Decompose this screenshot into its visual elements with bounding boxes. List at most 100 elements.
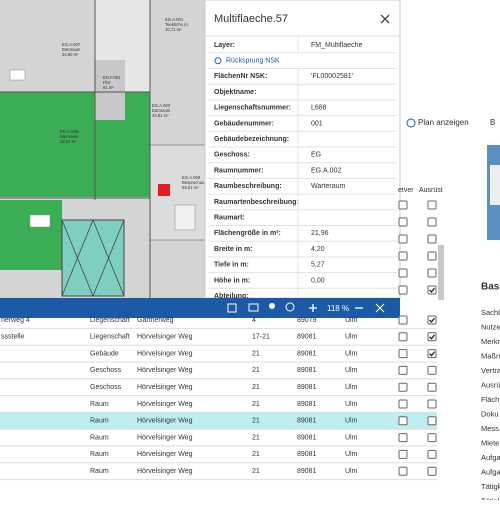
cell: 89081	[297, 367, 317, 374]
cell: Ulm	[345, 434, 358, 441]
cell: Ulm	[345, 384, 358, 391]
side-item[interactable]: Aufga	[481, 453, 500, 462]
side-item[interactable]: Maßn	[481, 351, 500, 360]
side-item[interactable]: Tätigk	[481, 496, 500, 505]
checkbox[interactable]	[398, 416, 408, 426]
side-item[interactable]: Merkm	[481, 337, 500, 346]
cell: 89081	[297, 350, 317, 357]
property-label: Raumnummer:	[214, 167, 263, 174]
checkbox[interactable]	[398, 234, 408, 244]
fullscreen[interactable]	[375, 303, 385, 313]
checkmark	[429, 351, 436, 357]
checkbox[interactable]	[427, 200, 437, 210]
checkbox[interactable]	[427, 365, 437, 375]
checkbox[interactable]	[398, 382, 408, 392]
checkbox[interactable]	[427, 449, 437, 459]
checkbox[interactable]	[427, 285, 437, 295]
search-button[interactable]	[285, 302, 295, 312]
side-item[interactable]: Tätigk	[481, 482, 500, 491]
cell: Raum	[90, 401, 109, 408]
cell: ssstelle	[1, 334, 24, 341]
checkbox[interactable]	[398, 285, 408, 295]
checkbox[interactable]	[427, 416, 437, 426]
side-item[interactable]: Sachb	[481, 308, 500, 317]
checkbox[interactable]	[398, 217, 408, 227]
property-label: Raumartenbeschreibung:	[214, 199, 299, 206]
side-item[interactable]: Fläch	[481, 395, 499, 404]
checkbox[interactable]	[398, 433, 408, 443]
cell: Hörvelsinger Weg	[137, 401, 193, 408]
checkbox[interactable]	[398, 315, 408, 325]
checkbox[interactable]	[427, 217, 437, 227]
property-label: Breite in m:	[214, 246, 253, 253]
checkbox[interactable]	[427, 234, 437, 244]
side-item[interactable]: Vertra	[481, 366, 500, 375]
checkbox[interactable]	[427, 251, 437, 261]
property-value: 5,27	[311, 262, 325, 269]
room-label: EG.A.006	[182, 175, 201, 180]
room-label: Büroraum	[60, 134, 79, 139]
layers-button[interactable]	[227, 303, 237, 313]
checkbox[interactable]	[398, 349, 408, 359]
checkbox[interactable]	[427, 382, 437, 392]
close-button[interactable]	[380, 14, 390, 24]
property-label: Gebäudebezeichnung:	[214, 136, 289, 143]
cell: 21	[252, 401, 260, 408]
checkbox[interactable]	[427, 315, 437, 325]
checkbox[interactable]	[427, 399, 437, 409]
property-value: 4,20	[311, 246, 325, 253]
cell: 89081	[297, 384, 317, 391]
zoom-level: 118 %	[327, 304, 349, 313]
side-item[interactable]: Doku	[481, 409, 499, 418]
user-button[interactable]	[269, 303, 275, 309]
checkmark	[429, 334, 436, 340]
plan-icon	[406, 118, 416, 128]
checkbox[interactable]	[427, 466, 437, 476]
property-label: Gebäudenummer:	[214, 120, 274, 127]
column-header: Ausrüst	[419, 187, 443, 194]
side-item[interactable]: Mess	[481, 424, 499, 433]
checkbox[interactable]	[398, 268, 408, 278]
cell: Hörvelsinger Weg	[137, 334, 193, 341]
checkbox[interactable]	[427, 332, 437, 342]
checkbox[interactable]	[427, 433, 437, 443]
cell: Raum	[90, 451, 109, 458]
checkbox[interactable]	[398, 399, 408, 409]
plan-button[interactable]: Plan anzeigen	[418, 118, 469, 127]
cell: 17-21	[252, 334, 270, 341]
cell: 21	[252, 434, 260, 441]
side-item[interactable]: Aufga	[481, 467, 500, 476]
checkbox[interactable]	[398, 200, 408, 210]
side-item[interactable]: Nutze	[481, 322, 500, 331]
checkbox[interactable]	[427, 268, 437, 278]
cell: Gebäude	[90, 350, 119, 357]
checkbox[interactable]	[398, 449, 408, 459]
checkbox[interactable]	[398, 332, 408, 342]
room-label: 34,91 m²	[152, 113, 169, 118]
cell: 21	[252, 384, 260, 391]
column-header: etver	[398, 187, 414, 194]
property-value: EG.A.002	[311, 167, 341, 174]
print-button[interactable]	[248, 303, 259, 312]
side-item[interactable]: Ausrü	[481, 380, 500, 389]
room-label: EG.A.001	[165, 17, 184, 22]
room-label: Besprechungsraum	[182, 180, 219, 185]
property-label: Raumbeschreibung:	[214, 183, 282, 190]
property-value: 'FL00002581'	[311, 73, 353, 80]
cell: Ulm	[345, 418, 358, 425]
checkbox[interactable]	[398, 251, 408, 261]
property-label: Objektname:	[214, 89, 256, 96]
cell: 89081	[297, 418, 317, 425]
zoom-in[interactable]	[309, 304, 317, 312]
property-value: Warteraum	[311, 183, 346, 190]
side-item[interactable]: Miete	[481, 438, 499, 447]
button-2[interactable]: B	[490, 118, 495, 127]
property-value: 001	[311, 120, 323, 127]
checkbox[interactable]	[398, 365, 408, 375]
link[interactable]: Rücksprung NSK	[226, 58, 280, 65]
checkbox[interactable]	[398, 466, 408, 476]
scrollbar[interactable]	[438, 245, 444, 300]
checkbox[interactable]	[427, 349, 437, 359]
room-label: EG.A.008	[60, 129, 79, 134]
